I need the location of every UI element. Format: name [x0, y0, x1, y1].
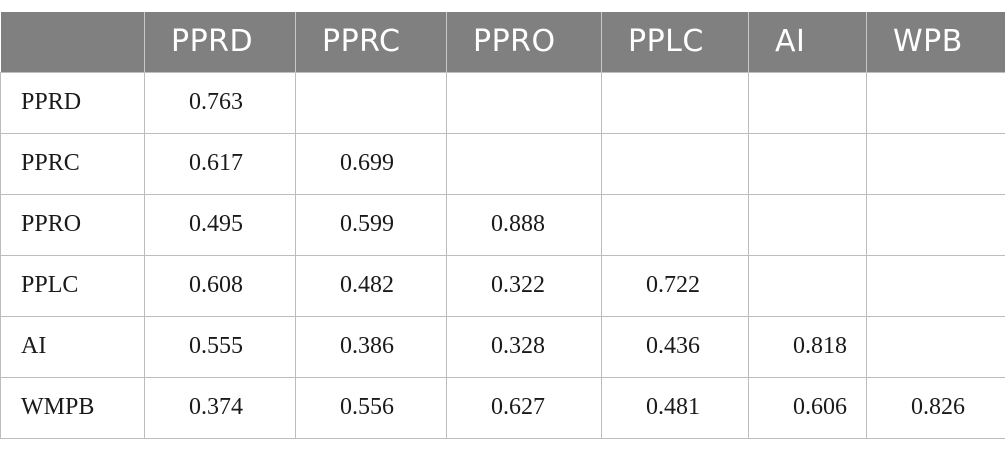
header-pplc: PPLC	[602, 12, 749, 72]
table-row: WMPB 0.374 0.556 0.627 0.481 0.606 0.826	[1, 377, 1005, 438]
table-cell: 0.436	[602, 316, 749, 377]
table-cell	[602, 72, 749, 133]
table-cell: 0.495	[145, 194, 296, 255]
table-cell	[447, 72, 602, 133]
table-cell: 0.722	[602, 255, 749, 316]
table-cell: 0.322	[447, 255, 602, 316]
table-cell: 0.555	[145, 316, 296, 377]
table-cell: 0.556	[296, 377, 447, 438]
row-label: PPRC	[1, 133, 145, 194]
header-ai: AI	[749, 12, 867, 72]
table-cell: 0.481	[602, 377, 749, 438]
table-cell	[447, 133, 602, 194]
table-cell: 0.386	[296, 316, 447, 377]
table-body: PPRD 0.763 PPRC 0.617 0.699 PPRO 0.495 0…	[1, 72, 1005, 438]
header-row: PPRD PPRC PPRO PPLC AI WPB	[1, 12, 1005, 72]
table-cell: 0.608	[145, 255, 296, 316]
header-corner	[1, 12, 145, 72]
correlation-table: PPRD PPRC PPRO PPLC AI WPB PPRD 0.763 PP…	[0, 12, 1005, 439]
table-cell	[749, 133, 867, 194]
table-cell	[867, 72, 1005, 133]
table-cell	[602, 194, 749, 255]
table-row: AI 0.555 0.386 0.328 0.436 0.818	[1, 316, 1005, 377]
table-cell: 0.606	[749, 377, 867, 438]
row-label: PPRD	[1, 72, 145, 133]
table-header: PPRD PPRC PPRO PPLC AI WPB	[1, 12, 1005, 72]
table-cell: 0.617	[145, 133, 296, 194]
table-cell: 0.826	[867, 377, 1005, 438]
row-label: PPLC	[1, 255, 145, 316]
table-cell	[749, 194, 867, 255]
table-cell	[867, 255, 1005, 316]
table-cell: 0.482	[296, 255, 447, 316]
table-cell	[749, 72, 867, 133]
table-cell: 0.627	[447, 377, 602, 438]
table-cell: 0.328	[447, 316, 602, 377]
table-cell	[867, 133, 1005, 194]
table-row: PPLC 0.608 0.482 0.322 0.722	[1, 255, 1005, 316]
header-pprc: PPRC	[296, 12, 447, 72]
row-label: PPRO	[1, 194, 145, 255]
table-cell: 0.888	[447, 194, 602, 255]
header-pprd: PPRD	[145, 12, 296, 72]
table-cell: 0.374	[145, 377, 296, 438]
table-cell: 0.699	[296, 133, 447, 194]
header-wpb: WPB	[867, 12, 1005, 72]
table-cell: 0.599	[296, 194, 447, 255]
table-row: PPRO 0.495 0.599 0.888	[1, 194, 1005, 255]
header-ppro: PPRO	[447, 12, 602, 72]
table-cell: 0.818	[749, 316, 867, 377]
table-cell	[867, 194, 1005, 255]
table-cell	[602, 133, 749, 194]
table-cell	[296, 72, 447, 133]
table-cell	[867, 316, 1005, 377]
table-cell: 0.763	[145, 72, 296, 133]
table-row: PPRD 0.763	[1, 72, 1005, 133]
row-label: AI	[1, 316, 145, 377]
table-row: PPRC 0.617 0.699	[1, 133, 1005, 194]
row-label: WMPB	[1, 377, 145, 438]
table-cell	[749, 255, 867, 316]
